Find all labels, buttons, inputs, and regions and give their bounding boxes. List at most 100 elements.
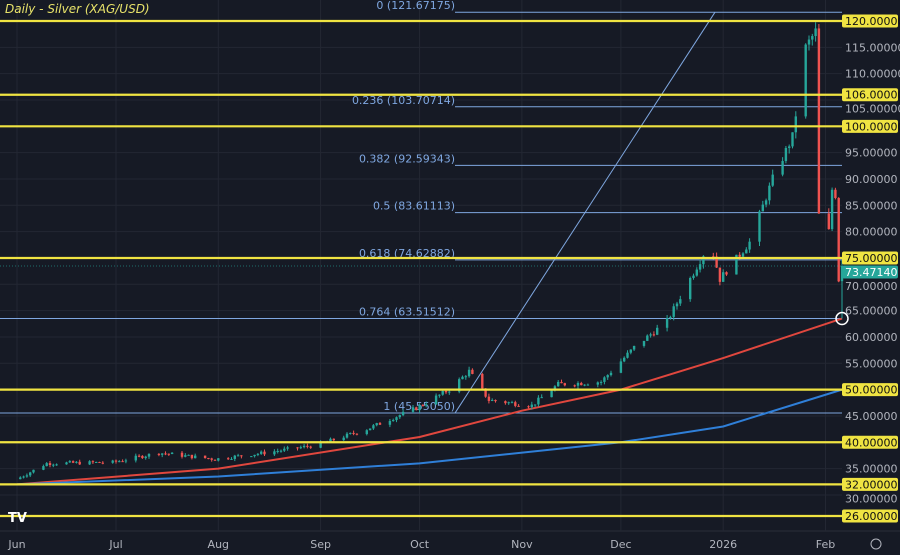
- candle: [415, 407, 418, 411]
- candle: [101, 462, 104, 464]
- x-tick-label: Jul: [108, 538, 122, 551]
- candle: [563, 383, 566, 386]
- candle: [425, 404, 428, 406]
- candle: [29, 472, 32, 476]
- candle: [45, 463, 48, 467]
- candle: [715, 256, 718, 268]
- candle: [679, 299, 682, 304]
- candle: [741, 253, 745, 257]
- y-tick-label: 45.00000: [845, 410, 898, 423]
- candle: [134, 455, 137, 461]
- candle: [210, 458, 213, 460]
- candle: [464, 376, 467, 378]
- candle: [25, 475, 29, 477]
- candle: [283, 448, 286, 451]
- candle: [365, 430, 368, 435]
- candle: [642, 340, 646, 346]
- candle: [227, 458, 230, 460]
- candle: [781, 161, 784, 175]
- candle: [748, 241, 751, 250]
- candle: [603, 377, 606, 382]
- candle: [830, 189, 834, 230]
- support-circle-marker: [835, 311, 849, 326]
- level-price-tag: [842, 383, 898, 397]
- candle: [230, 458, 233, 460]
- settings-gear-icon[interactable]: [870, 538, 882, 550]
- candle: [395, 417, 398, 421]
- candle: [441, 390, 444, 395]
- candle: [448, 391, 451, 393]
- candle: [392, 420, 395, 422]
- candle: [78, 461, 81, 465]
- y-tick-label: 105.00000: [845, 103, 900, 116]
- candle: [98, 461, 101, 463]
- candle: [467, 369, 471, 377]
- candle: [557, 381, 560, 387]
- candle: [794, 116, 797, 133]
- candle: [494, 399, 497, 402]
- candle: [609, 372, 613, 376]
- y-tick-label: 115.00000: [845, 41, 900, 54]
- candle: [665, 318, 669, 328]
- fib-label: 0.382 (92.59343): [359, 152, 455, 165]
- candle: [164, 453, 167, 455]
- candle: [233, 455, 236, 459]
- candle: [458, 379, 461, 392]
- candle: [121, 461, 124, 463]
- candle: [187, 454, 190, 456]
- candle: [88, 461, 91, 465]
- candle: [573, 385, 576, 387]
- candle: [22, 476, 25, 478]
- candle: [65, 462, 68, 465]
- candle: [758, 211, 761, 242]
- candle: [55, 464, 58, 466]
- candle: [722, 272, 725, 282]
- y-tick-label: 30.00000: [845, 492, 898, 505]
- candle: [735, 254, 738, 275]
- candle: [194, 455, 197, 459]
- x-tick-label: Feb: [816, 538, 835, 551]
- x-tick-label: Oct: [410, 538, 430, 551]
- fib-label: 0 (121.67175): [376, 0, 455, 12]
- candle: [553, 386, 557, 391]
- candle: [236, 455, 240, 457]
- candle: [438, 394, 441, 396]
- candle: [141, 455, 144, 459]
- level-price-tag: [842, 435, 898, 449]
- candle: [375, 423, 378, 426]
- level-price-label: 40.00000: [845, 436, 898, 449]
- candle: [52, 464, 55, 466]
- candle: [48, 463, 52, 465]
- candle: [626, 352, 629, 358]
- candle: [296, 447, 299, 449]
- candle: [124, 460, 128, 462]
- candle: [349, 432, 352, 434]
- candle: [207, 458, 210, 460]
- candle: [203, 455, 207, 459]
- candle: [378, 423, 382, 425]
- candle: [698, 264, 702, 270]
- candle: [764, 200, 768, 205]
- fib-label: 0.5 (83.61113): [373, 200, 455, 213]
- level-price-tag: [842, 477, 898, 491]
- candle: [712, 256, 715, 258]
- candle: [656, 327, 659, 335]
- candle: [629, 349, 632, 353]
- candle: [240, 455, 243, 457]
- candle: [213, 459, 217, 461]
- level-price-label: 75.00000: [845, 252, 898, 265]
- candle: [725, 272, 728, 275]
- moving-average-red: [16, 317, 843, 486]
- candle: [550, 390, 553, 398]
- x-tick-label: Nov: [511, 538, 533, 551]
- candle: [702, 256, 705, 265]
- candle: [527, 406, 530, 408]
- level-price-label: 120.00000: [845, 15, 900, 28]
- candle: [137, 455, 141, 457]
- candle: [161, 453, 164, 455]
- fib-label: 0.764 (63.51512): [359, 305, 455, 318]
- candle: [814, 28, 817, 37]
- candle: [619, 361, 623, 373]
- y-tick-label: 60.00000: [845, 331, 898, 344]
